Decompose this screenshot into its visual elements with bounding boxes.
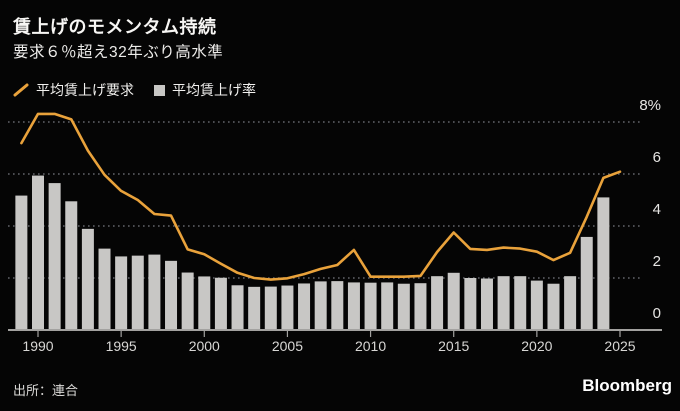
bar-1998 <box>165 260 178 330</box>
bar-1989 <box>15 195 28 330</box>
bar-2022 <box>564 276 577 330</box>
bar-2006 <box>298 283 311 330</box>
bar-1990 <box>32 175 44 330</box>
bar-2016 <box>464 278 477 330</box>
bar-2001 <box>214 277 227 330</box>
bar-2011 <box>381 282 394 330</box>
bar-1995 <box>115 256 128 330</box>
bar-1994 <box>98 248 111 330</box>
demand-line <box>20 112 622 281</box>
y-axis-label: 2 <box>653 253 661 270</box>
bar-1996 <box>131 255 144 330</box>
bar-1991 <box>48 183 61 330</box>
bar-2012 <box>397 283 410 330</box>
y-axis-label: 6 <box>653 149 661 166</box>
x-axis-label: 2010 <box>355 338 386 354</box>
chart-subtitle: 要求６％超え32年ぶり高水準 <box>13 44 224 61</box>
bar-2004 <box>264 286 277 330</box>
bar-2021 <box>547 283 560 330</box>
bar-2017 <box>480 278 493 330</box>
x-axis-label: 2025 <box>604 338 635 354</box>
legend-item-rate: 平均賃上げ率 <box>154 80 256 100</box>
bar-2020 <box>530 280 543 330</box>
legend-item-demand: 平均賃上げ要求 <box>13 80 134 100</box>
square-icon <box>154 84 165 96</box>
legend-label-rate: 平均賃上げ率 <box>172 82 256 98</box>
bar-2023 <box>580 236 593 330</box>
bar-2013 <box>414 283 427 330</box>
source-note: 出所：連合 <box>13 383 79 398</box>
legend-label-demand: 平均賃上げ要求 <box>36 82 134 98</box>
bloomberg-logo: Bloomberg <box>582 376 672 395</box>
x-axis-label: 2005 <box>272 338 303 354</box>
chart-title: 賃上げのモメンタム持続 <box>13 17 217 37</box>
bar-1993 <box>81 228 94 330</box>
wage-chart-plot: 1990 1995 2000 2005 2010 2015 2020 2025 0 2 4 6 8% <box>8 97 662 354</box>
bar-2003 <box>248 286 261 330</box>
y-axis-label: 4 <box>653 201 661 218</box>
bar-2002 <box>231 285 244 330</box>
bar-2009 <box>347 282 360 330</box>
x-axis-label: 1995 <box>106 338 137 354</box>
bar-2005 <box>281 285 294 330</box>
x-axis-label: 1990 <box>22 338 53 354</box>
bar-2010 <box>364 282 377 330</box>
bar-1992 <box>65 201 78 330</box>
x-axis-label: 2015 <box>438 338 469 354</box>
bar-2008 <box>331 281 344 330</box>
chart-legend: 平均賃上げ要求 平均賃上げ率 <box>13 80 256 100</box>
bar-2007 <box>314 281 327 330</box>
bar-1997 <box>148 254 161 330</box>
x-axis-label: 2000 <box>189 338 220 354</box>
bar-2019 <box>514 276 527 330</box>
bar-2014 <box>431 276 444 330</box>
line-slash-icon <box>13 83 29 97</box>
x-axis-label: 2020 <box>521 338 552 354</box>
bar-2024 <box>597 197 610 330</box>
bar-2015 <box>447 272 460 330</box>
bar-1999 <box>181 272 194 330</box>
bar-2018 <box>497 276 510 330</box>
y-axis-label: 8% <box>639 97 661 114</box>
bar-2000 <box>198 276 211 330</box>
y-axis-label: 0 <box>653 305 661 322</box>
